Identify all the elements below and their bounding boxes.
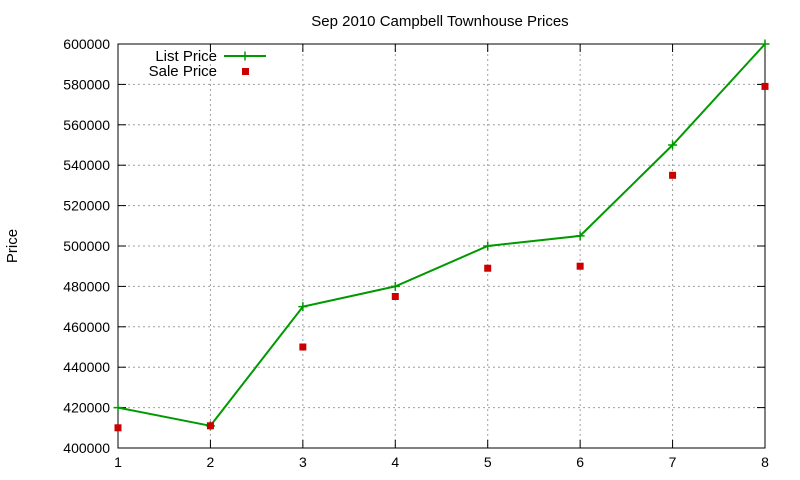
list-price-point xyxy=(390,281,400,291)
y-tick-label: 520000 xyxy=(63,198,110,214)
list-price-point xyxy=(760,39,770,49)
x-tick-label: 6 xyxy=(576,454,584,470)
list-price-point xyxy=(113,403,123,413)
grid-lines xyxy=(118,44,765,448)
y-tick-label: 440000 xyxy=(63,359,110,375)
x-tick-label: 5 xyxy=(484,454,492,470)
y-tick-label: 540000 xyxy=(63,157,110,173)
sale-price-point xyxy=(391,293,399,300)
x-tick-label: 4 xyxy=(391,454,399,470)
sale-price-point xyxy=(206,422,214,430)
series-line-list-price xyxy=(117,43,766,427)
legend-marker-list-price xyxy=(240,51,250,61)
sale-price-point xyxy=(576,262,584,270)
sale-price-point xyxy=(761,82,769,90)
y-tick-label: 560000 xyxy=(63,117,110,133)
x-tick-label: 3 xyxy=(299,454,307,470)
x-tick-label: 7 xyxy=(669,454,677,470)
y-tick-label: 580000 xyxy=(63,76,110,92)
legend-label-list-price: List Price xyxy=(155,48,217,65)
list-price-point xyxy=(298,302,308,312)
x-tick-label: 2 xyxy=(207,454,215,470)
y-tick-label: 400000 xyxy=(63,440,110,456)
axis-ticks: 400000 420000 440000 460000 480000 500000 5200… xyxy=(63,36,769,470)
plot-frame xyxy=(117,43,766,449)
y-tick-label: 420000 xyxy=(63,400,110,416)
x-tick-label: 1 xyxy=(114,454,122,470)
y-tick-label: 500000 xyxy=(63,238,110,254)
y-tick-label: 460000 xyxy=(63,319,110,335)
legend: List Price Sale Price xyxy=(149,48,266,80)
sale-price-point xyxy=(114,424,122,432)
series-layer xyxy=(113,39,770,432)
list-price-point xyxy=(575,231,585,241)
sale-price-point xyxy=(669,171,677,179)
legend-marker-sale-price xyxy=(242,68,249,75)
y-tick-label: 480000 xyxy=(63,278,110,294)
list-price-point xyxy=(483,241,493,251)
sale-price-point xyxy=(299,343,307,351)
x-tick-label: 8 xyxy=(761,454,769,470)
legend-label-sale-price: Sale Price xyxy=(149,63,217,80)
y-tick-label: 600000 xyxy=(63,36,110,52)
sale-price-point xyxy=(484,264,492,272)
list-price-point xyxy=(668,140,678,150)
y-axis-label: Price xyxy=(4,229,21,263)
chart-title: Sep 2010 Campbell Townhouse Prices xyxy=(311,13,568,30)
